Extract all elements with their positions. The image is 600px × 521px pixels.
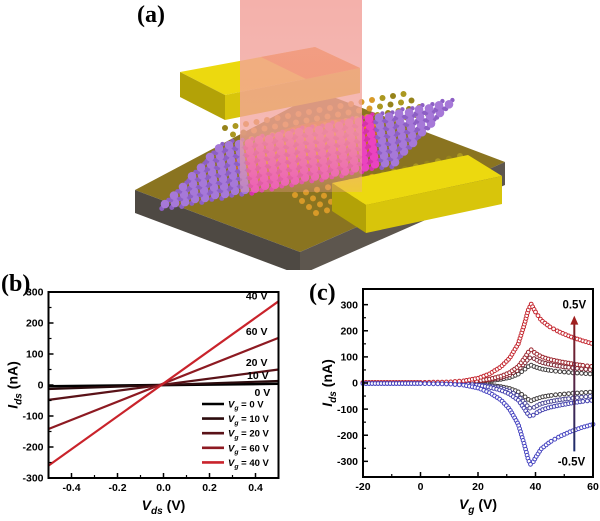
svg-text:200: 200 bbox=[340, 325, 358, 337]
svg-text:Vg = 10 V: Vg = 10 V bbox=[228, 414, 270, 427]
panel-c-label: (c) bbox=[309, 280, 336, 306]
svg-text:-20: -20 bbox=[355, 481, 370, 493]
svg-text:0.0: 0.0 bbox=[156, 482, 171, 494]
svg-text:Vg = 0 V: Vg = 0 V bbox=[228, 400, 264, 413]
laser-beam bbox=[240, 0, 362, 192]
ids-vds-chart: -0.4 -0.2 0.0 0.2 0.4 300 200 100 0 -100 -200 -300 V… bbox=[5, 287, 280, 517]
svg-text:-0.2: -0.2 bbox=[108, 482, 126, 494]
device-illustration bbox=[135, 0, 505, 270]
svg-text:200: 200 bbox=[26, 318, 44, 330]
svg-text:Vg = 20 V: Vg = 20 V bbox=[228, 429, 270, 442]
svg-text:60 V: 60 V bbox=[246, 326, 268, 338]
svg-text:-100: -100 bbox=[337, 404, 358, 416]
svg-text:0.5V: 0.5V bbox=[562, 300, 586, 312]
svg-text:300: 300 bbox=[26, 287, 44, 299]
svg-text:-200: -200 bbox=[22, 442, 43, 454]
svg-text:Ids (nA): Ids (nA) bbox=[319, 359, 339, 407]
svg-text:0.4: 0.4 bbox=[248, 482, 263, 494]
svg-text:-300: -300 bbox=[22, 473, 43, 485]
svg-text:-0.4: -0.4 bbox=[62, 482, 80, 494]
svg-text:0: 0 bbox=[38, 380, 44, 392]
svg-text:Vg (V): Vg (V) bbox=[459, 496, 497, 516]
svg-text:0.2: 0.2 bbox=[202, 482, 217, 494]
front-electrode bbox=[332, 155, 502, 233]
svg-text:100: 100 bbox=[26, 349, 44, 361]
svg-text:-200: -200 bbox=[337, 430, 358, 442]
svg-text:20: 20 bbox=[472, 481, 484, 493]
svg-text:40 V: 40 V bbox=[246, 291, 268, 303]
svg-text:40: 40 bbox=[530, 481, 542, 493]
svg-text:100: 100 bbox=[340, 352, 358, 364]
svg-text:-300: -300 bbox=[337, 456, 358, 468]
svg-text:300: 300 bbox=[340, 299, 358, 311]
svg-text:Vg = 60 V: Vg = 60 V bbox=[228, 443, 270, 456]
svg-text:-100: -100 bbox=[22, 411, 43, 423]
svg-text:-0.5V: -0.5V bbox=[558, 456, 586, 468]
svg-text:0 V: 0 V bbox=[255, 387, 271, 399]
svg-text:0: 0 bbox=[352, 378, 358, 390]
svg-text:Vds (V): Vds (V) bbox=[142, 497, 186, 517]
svg-text:20 V: 20 V bbox=[246, 357, 268, 369]
panel-a-label: (a) bbox=[137, 2, 165, 28]
svg-text:10 V: 10 V bbox=[247, 370, 269, 382]
panel-b-label: (b) bbox=[1, 271, 31, 297]
svg-text:Vg = 40 V: Vg = 40 V bbox=[228, 458, 270, 471]
svg-text:60: 60 bbox=[587, 481, 599, 493]
svg-text:Ids (nA): Ids (nA) bbox=[5, 361, 25, 409]
svg-text:0: 0 bbox=[418, 481, 424, 493]
